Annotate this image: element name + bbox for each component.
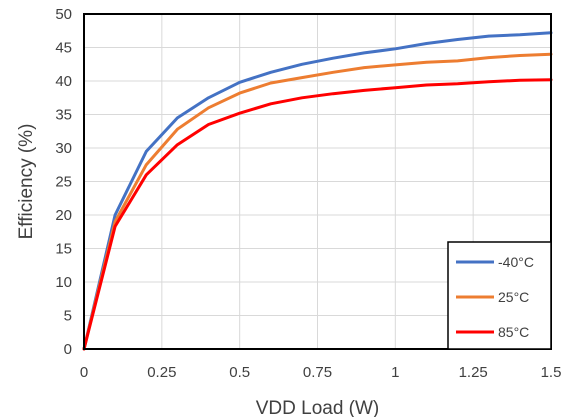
data-point <box>331 92 335 95</box>
legend-label: 85°C <box>498 324 529 340</box>
data-point <box>207 96 210 99</box>
data-point <box>176 116 179 120</box>
data-point <box>487 56 490 59</box>
data-point <box>238 91 241 95</box>
x-tick-label: 0.75 <box>303 364 332 381</box>
y-tick-label: 35 <box>55 107 72 124</box>
data-point <box>425 83 428 87</box>
data-point <box>363 51 366 55</box>
y-axis-title: Efficiency (%) <box>16 124 37 240</box>
data-point <box>394 63 397 67</box>
data-point <box>518 33 522 36</box>
y-tick-label: 10 <box>55 274 72 291</box>
legend: -40°C 25°C 85°C <box>447 241 552 350</box>
tick-labels: 0 5 10 15 20 25 30 35 40 45 50 0 0.25 0.5 0.75 1 1.25 1.5 <box>55 6 561 381</box>
data-point <box>456 59 459 63</box>
y-tick-label: 15 <box>55 241 72 258</box>
data-point <box>456 82 459 85</box>
data-point <box>394 47 397 51</box>
data-point <box>487 80 490 83</box>
data-point <box>300 96 304 99</box>
data-point <box>207 123 210 126</box>
x-tick-label: 0 <box>80 364 88 381</box>
data-point <box>300 63 304 66</box>
legend-label: -40°C <box>498 254 534 270</box>
data-point <box>331 71 335 74</box>
x-tick-label: 1 <box>391 364 399 381</box>
x-tick-label: 1.25 <box>459 364 488 381</box>
data-point <box>363 66 366 69</box>
series-line <box>82 31 553 351</box>
data-point <box>456 38 459 41</box>
data-point <box>394 86 397 89</box>
y-tick-label: 25 <box>55 174 72 191</box>
data-point <box>207 106 210 110</box>
data-point <box>269 102 272 105</box>
series-lines <box>82 31 553 351</box>
data-point <box>145 150 148 153</box>
y-tick-label: 40 <box>55 73 72 90</box>
y-tick-label: 5 <box>64 308 72 325</box>
data-point <box>238 111 241 115</box>
data-point <box>145 173 148 176</box>
data-point <box>269 81 272 85</box>
series-line <box>82 78 553 351</box>
data-point <box>487 34 490 38</box>
data-point <box>425 61 428 64</box>
data-point <box>113 220 117 223</box>
data-point <box>518 54 522 57</box>
data-point <box>238 81 241 84</box>
data-point <box>331 57 335 60</box>
data-point <box>176 143 179 146</box>
y-tick-label: 20 <box>55 207 72 224</box>
data-point <box>425 42 428 45</box>
series-line <box>82 52 553 351</box>
data-point <box>518 79 522 82</box>
data-point <box>113 225 117 228</box>
data-point <box>363 89 366 92</box>
x-tick-label: 0.5 <box>229 364 250 381</box>
y-tick-label: 30 <box>55 140 72 157</box>
data-point <box>113 213 117 217</box>
plot-frame <box>83 13 552 350</box>
data-point <box>269 71 272 74</box>
y-tick-label: 0 <box>64 341 72 358</box>
legend-label: 25°C <box>498 289 529 305</box>
x-tick-label: 1.5 <box>541 364 562 381</box>
data-point <box>145 163 148 166</box>
data-point <box>176 128 179 131</box>
x-axis-title: VDD Load (W) <box>256 398 380 417</box>
y-tick-label: 50 <box>55 6 72 23</box>
y-tick-label: 45 <box>55 40 72 57</box>
x-tick-label: 0.25 <box>147 364 176 381</box>
data-point <box>300 76 304 79</box>
